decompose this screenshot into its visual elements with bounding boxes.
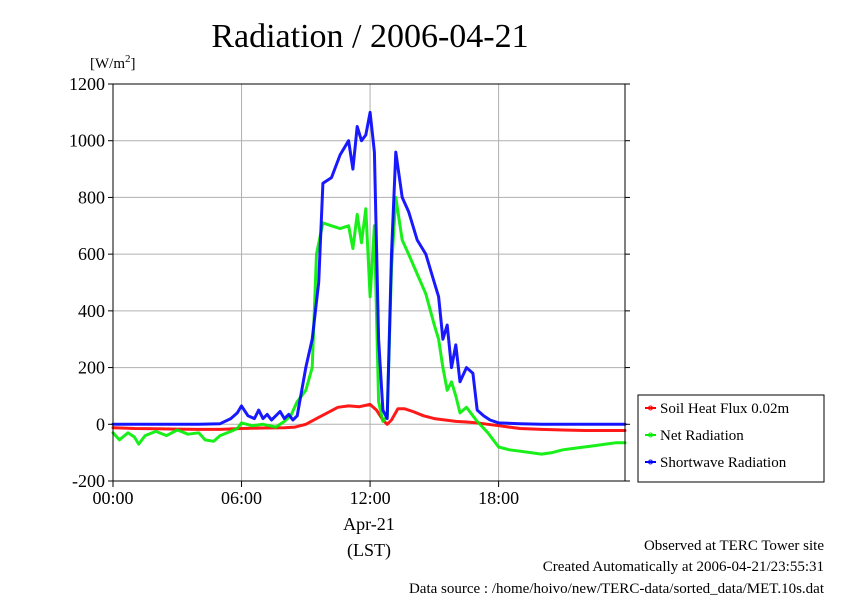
chart-title: Radiation / 2006-04-21 [211,18,528,55]
series-line-3 [111,110,627,426]
x-tick-label: 12:00 [350,488,391,508]
x-axis-date-label: Apr-21 [343,514,395,534]
y-axis-ticks: -200 0 200 400 600 800 1000 1200 [69,74,630,491]
y-tick-label: 1000 [69,131,105,151]
legend-label-1: Soil Heat Flux 0.02m [660,401,790,417]
x-axis-ticks: 00:00 06:00 12:00 18:00 [92,481,519,508]
footer-created-at: Created Automatically at 2006-04-21/23:5… [543,559,824,575]
legend-marker-3 [648,459,653,465]
legend-marker-1 [648,405,653,411]
y-tick-label: 1200 [69,74,105,94]
x-axis-zone-label: (LST) [347,540,391,561]
x-tick-label: 00:00 [92,488,133,508]
grid-lines [113,84,625,481]
y-tick-label: 0 [96,414,105,434]
legend-label-2: Net Radiation [660,428,744,444]
x-tick-label: 18:00 [478,488,519,508]
legend-marker-2 [648,432,653,438]
legend: Soil Heat Flux 0.02m Net Radiation Shortwa… [637,394,825,483]
y-axis-unit-label: [W/m2] [90,53,136,72]
y-tick-label: 400 [78,301,105,321]
plot-frame [112,83,626,482]
y-tick-label: 600 [78,244,105,264]
legend-box [637,394,825,483]
series-line-2 [111,195,627,456]
series-line-1 [111,402,627,432]
footer-observed-at: Observed at TERC Tower site [644,538,824,554]
y-tick-label: 800 [78,187,105,207]
x-tick-label: 06:00 [221,488,262,508]
series-layer [111,110,627,456]
y-tick-label: 200 [78,358,105,378]
legend-label-3: Shortwave Radiation [660,455,787,471]
y-tick-label: -200 [72,471,105,491]
footer-data-source: Data source : /home/hoivo/new/TERC-data/… [409,581,825,595]
